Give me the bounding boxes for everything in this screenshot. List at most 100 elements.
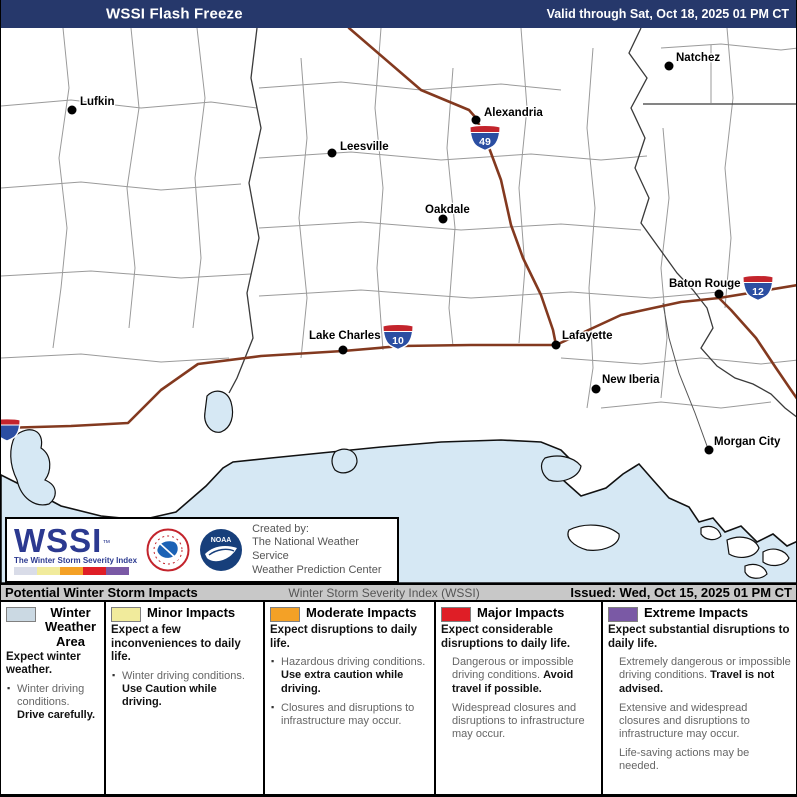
wssi-severity-colorbar <box>14 567 129 576</box>
delta-marsh-3 <box>744 563 768 579</box>
atchafalaya-river <box>662 302 708 447</box>
major-impacts-swatch <box>441 607 471 622</box>
wssi-logo: WSSI™ The Winter Storm Severity Index <box>14 521 138 576</box>
city-dot-lufkin <box>67 105 77 115</box>
interstate-10-shield: 10 <box>382 323 414 351</box>
interstate-49-shield: 49 <box>469 124 501 152</box>
county-boundaries <box>1 28 796 409</box>
city-dot-lafayette <box>551 340 561 350</box>
city-label-alexandria: Alexandria <box>484 107 543 119</box>
valid-through-timestamp: Valid through Sat, Oct 18, 2025 01 PM CT <box>546 7 789 21</box>
impacts-title: Potential Winter Storm Impacts <box>5 585 198 600</box>
legend-item: Widespread closures and disruptions to i… <box>452 701 585 741</box>
legend-item: Life-saving actions may be needed. <box>619 747 750 773</box>
city-label-natchez: Natchez <box>676 52 720 64</box>
delta-marsh-1 <box>726 536 760 558</box>
legend-title: Moderate Impacts <box>306 605 417 620</box>
noaa-logo-icon: NOAA <box>200 529 243 571</box>
legend-item: Closures and disruptions to infrastructu… <box>271 702 429 728</box>
colorbar-minor <box>37 567 60 576</box>
delta-marsh-2 <box>762 548 790 567</box>
marsh-island <box>567 524 620 551</box>
legend-title: Extreme Impacts <box>644 605 749 620</box>
page-title: WSSI Flash Freeze <box>106 5 243 23</box>
severity-map: 49 10 12 Lufkin Leesville Alexandria <box>1 28 796 583</box>
city-dot-leesville <box>327 148 337 158</box>
city-dot-new-iberia <box>591 384 601 394</box>
mississippi-river <box>628 28 796 418</box>
city-label-new-iberia: New Iberia <box>602 374 660 386</box>
legend-column-major-impacts: Major Impacts Expect considerable disrup… <box>436 602 603 794</box>
svg-text:12: 12 <box>752 286 764 298</box>
created-by-label: Created by: <box>252 522 309 535</box>
impact-legend: Winter Weather Area Expect winter weathe… <box>1 602 796 797</box>
legend-lead: Expect winter weather. <box>6 650 81 677</box>
interstate-49-route <box>347 28 558 347</box>
city-label-oakdale: Oakdale <box>425 204 470 216</box>
org-line-2: Weather Prediction Center <box>252 563 382 576</box>
city-label-baton-rouge: Baton Rouge <box>669 278 741 290</box>
top-header-bar: WSSI Flash Freeze Valid through Sat, Oct… <box>1 0 796 28</box>
legend-title: Major Impacts <box>477 605 565 620</box>
legend-item: Dangerous or impossible driving conditio… <box>452 656 574 695</box>
extreme-impacts-swatch <box>608 607 638 622</box>
winter-weather-area-swatch <box>6 607 36 622</box>
legend-item: Extremely dangerous or impossible drivin… <box>619 656 791 695</box>
city-label-lufkin: Lufkin <box>80 96 115 108</box>
svg-text:49: 49 <box>479 136 491 148</box>
legend-column-extreme-impacts: Extreme Impacts Expect substantial disru… <box>603 602 796 794</box>
city-label-lafayette: Lafayette <box>562 330 613 342</box>
texas-louisiana-border <box>228 28 262 394</box>
minor-impacts-swatch <box>111 607 141 622</box>
issued-timestamp: Issued: Wed, Oct 15, 2025 01 PM CT <box>570 585 792 600</box>
wssi-acronym: WSSI <box>14 521 103 559</box>
delta-marsh-4 <box>700 525 722 541</box>
city-label-leesville: Leesville <box>340 141 389 153</box>
legend-item: Winter driving conditions. Use Caution w… <box>112 670 258 710</box>
colorbar-major <box>83 567 106 576</box>
city-dot-alexandria <box>471 115 481 125</box>
city-dot-oakdale <box>438 214 448 224</box>
nws-logo-icon <box>146 528 190 572</box>
colorbar-extreme <box>106 567 129 576</box>
created-by-text: Created by: The National Weather Service… <box>252 523 390 578</box>
colorbar-winter-weather <box>14 567 37 576</box>
colorbar-moderate <box>60 567 83 576</box>
legend-column-winter-weather-area: Winter Weather Area Expect winter weathe… <box>1 602 106 794</box>
city-dot-morgan-city <box>704 445 714 455</box>
galveston-bay <box>10 429 56 506</box>
legend-lead: Expect a few inconveniences to daily lif… <box>111 624 241 664</box>
map-area: 49 10 12 Lufkin Leesville Alexandria <box>1 28 796 583</box>
legend-lead: Expect substantial disruptions to daily … <box>608 624 790 650</box>
legend-item: Winter driving conditions. Drive careful… <box>7 683 99 723</box>
city-label-morgan-city: Morgan City <box>714 436 781 448</box>
city-dot-lake-charles <box>338 345 348 355</box>
city-label-lake-charles: Lake Charles <box>309 330 381 342</box>
wssi-attribution-box: WSSI™ The Winter Storm Severity Index <box>5 517 399 583</box>
wssi-full-name: Winter Storm Severity Index (WSSI) <box>288 585 480 600</box>
wssi-tagline: The Winter Storm Severity Index <box>14 556 138 566</box>
trademark-symbol: ™ <box>102 538 111 548</box>
interstate-10-east-route <box>717 296 796 400</box>
svg-text:10: 10 <box>392 335 404 347</box>
legend-item: Extensive and widespread closures and di… <box>619 701 750 741</box>
moderate-impacts-swatch <box>270 607 300 622</box>
city-markers: Lufkin Leesville Alexandria Natchez Oakd… <box>67 51 782 455</box>
legend-lead: Expect disruptions to daily life. <box>270 624 417 650</box>
org-line-1: The National Weather Service <box>252 536 359 562</box>
legend-title: Winter Weather Area <box>44 605 97 649</box>
legend-lead: Expect considerable disruptions to daily… <box>441 624 571 650</box>
svg-text:NOAA: NOAA <box>211 537 232 544</box>
sub-header-bar: Potential Winter Storm Impacts Winter St… <box>1 583 796 602</box>
calcasieu-lake <box>331 448 358 474</box>
city-dot-natchez <box>664 61 674 71</box>
sabine-lake <box>204 390 234 433</box>
legend-column-minor-impacts: Minor Impacts Expect a few inconvenience… <box>106 602 265 794</box>
interstate-shield-partial <box>1 418 21 442</box>
legend-column-moderate-impacts: Moderate Impacts Expect disruptions to d… <box>265 602 436 794</box>
interstate-highways <box>1 28 796 430</box>
city-dot-baton-rouge <box>714 289 724 299</box>
interstate-10-route <box>1 284 796 430</box>
state-borders <box>228 28 796 447</box>
